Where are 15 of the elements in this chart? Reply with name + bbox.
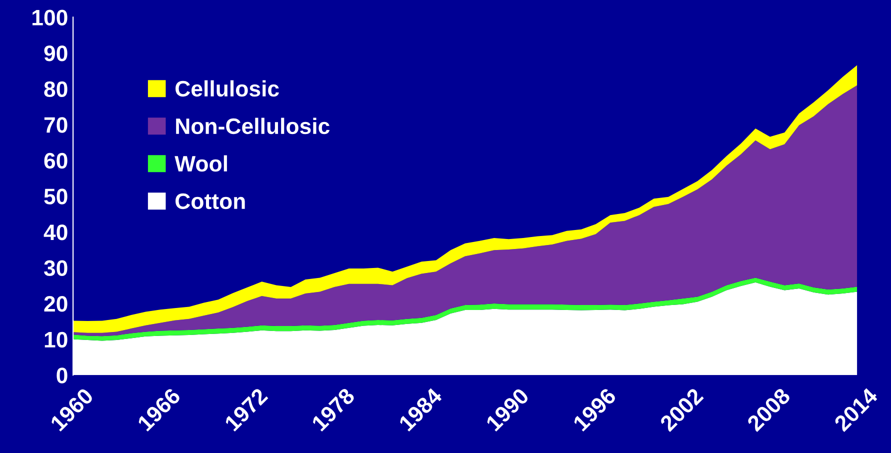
y-tick-label: 40: [44, 224, 68, 240]
legend-label: Cellulosic: [176, 80, 279, 97]
y-tick-label: 80: [44, 81, 68, 98]
y-tick-label: 50: [44, 188, 68, 204]
y-tick-label: 100: [32, 10, 68, 26]
y-tick-label: 10: [44, 332, 68, 348]
legend-label: Non-Cellulosic: [176, 118, 330, 134]
y-tick-label: 70: [44, 117, 68, 133]
legend-label: Cotton: [176, 193, 245, 210]
y-tick-label: 90: [44, 46, 68, 62]
y-tick-label: 60: [44, 152, 68, 169]
y-tick-label: 30: [44, 260, 68, 276]
y-tick-label: 0: [56, 368, 68, 384]
y-tick-label: 20: [44, 296, 68, 312]
legend-label: Wool: [174, 155, 227, 172]
